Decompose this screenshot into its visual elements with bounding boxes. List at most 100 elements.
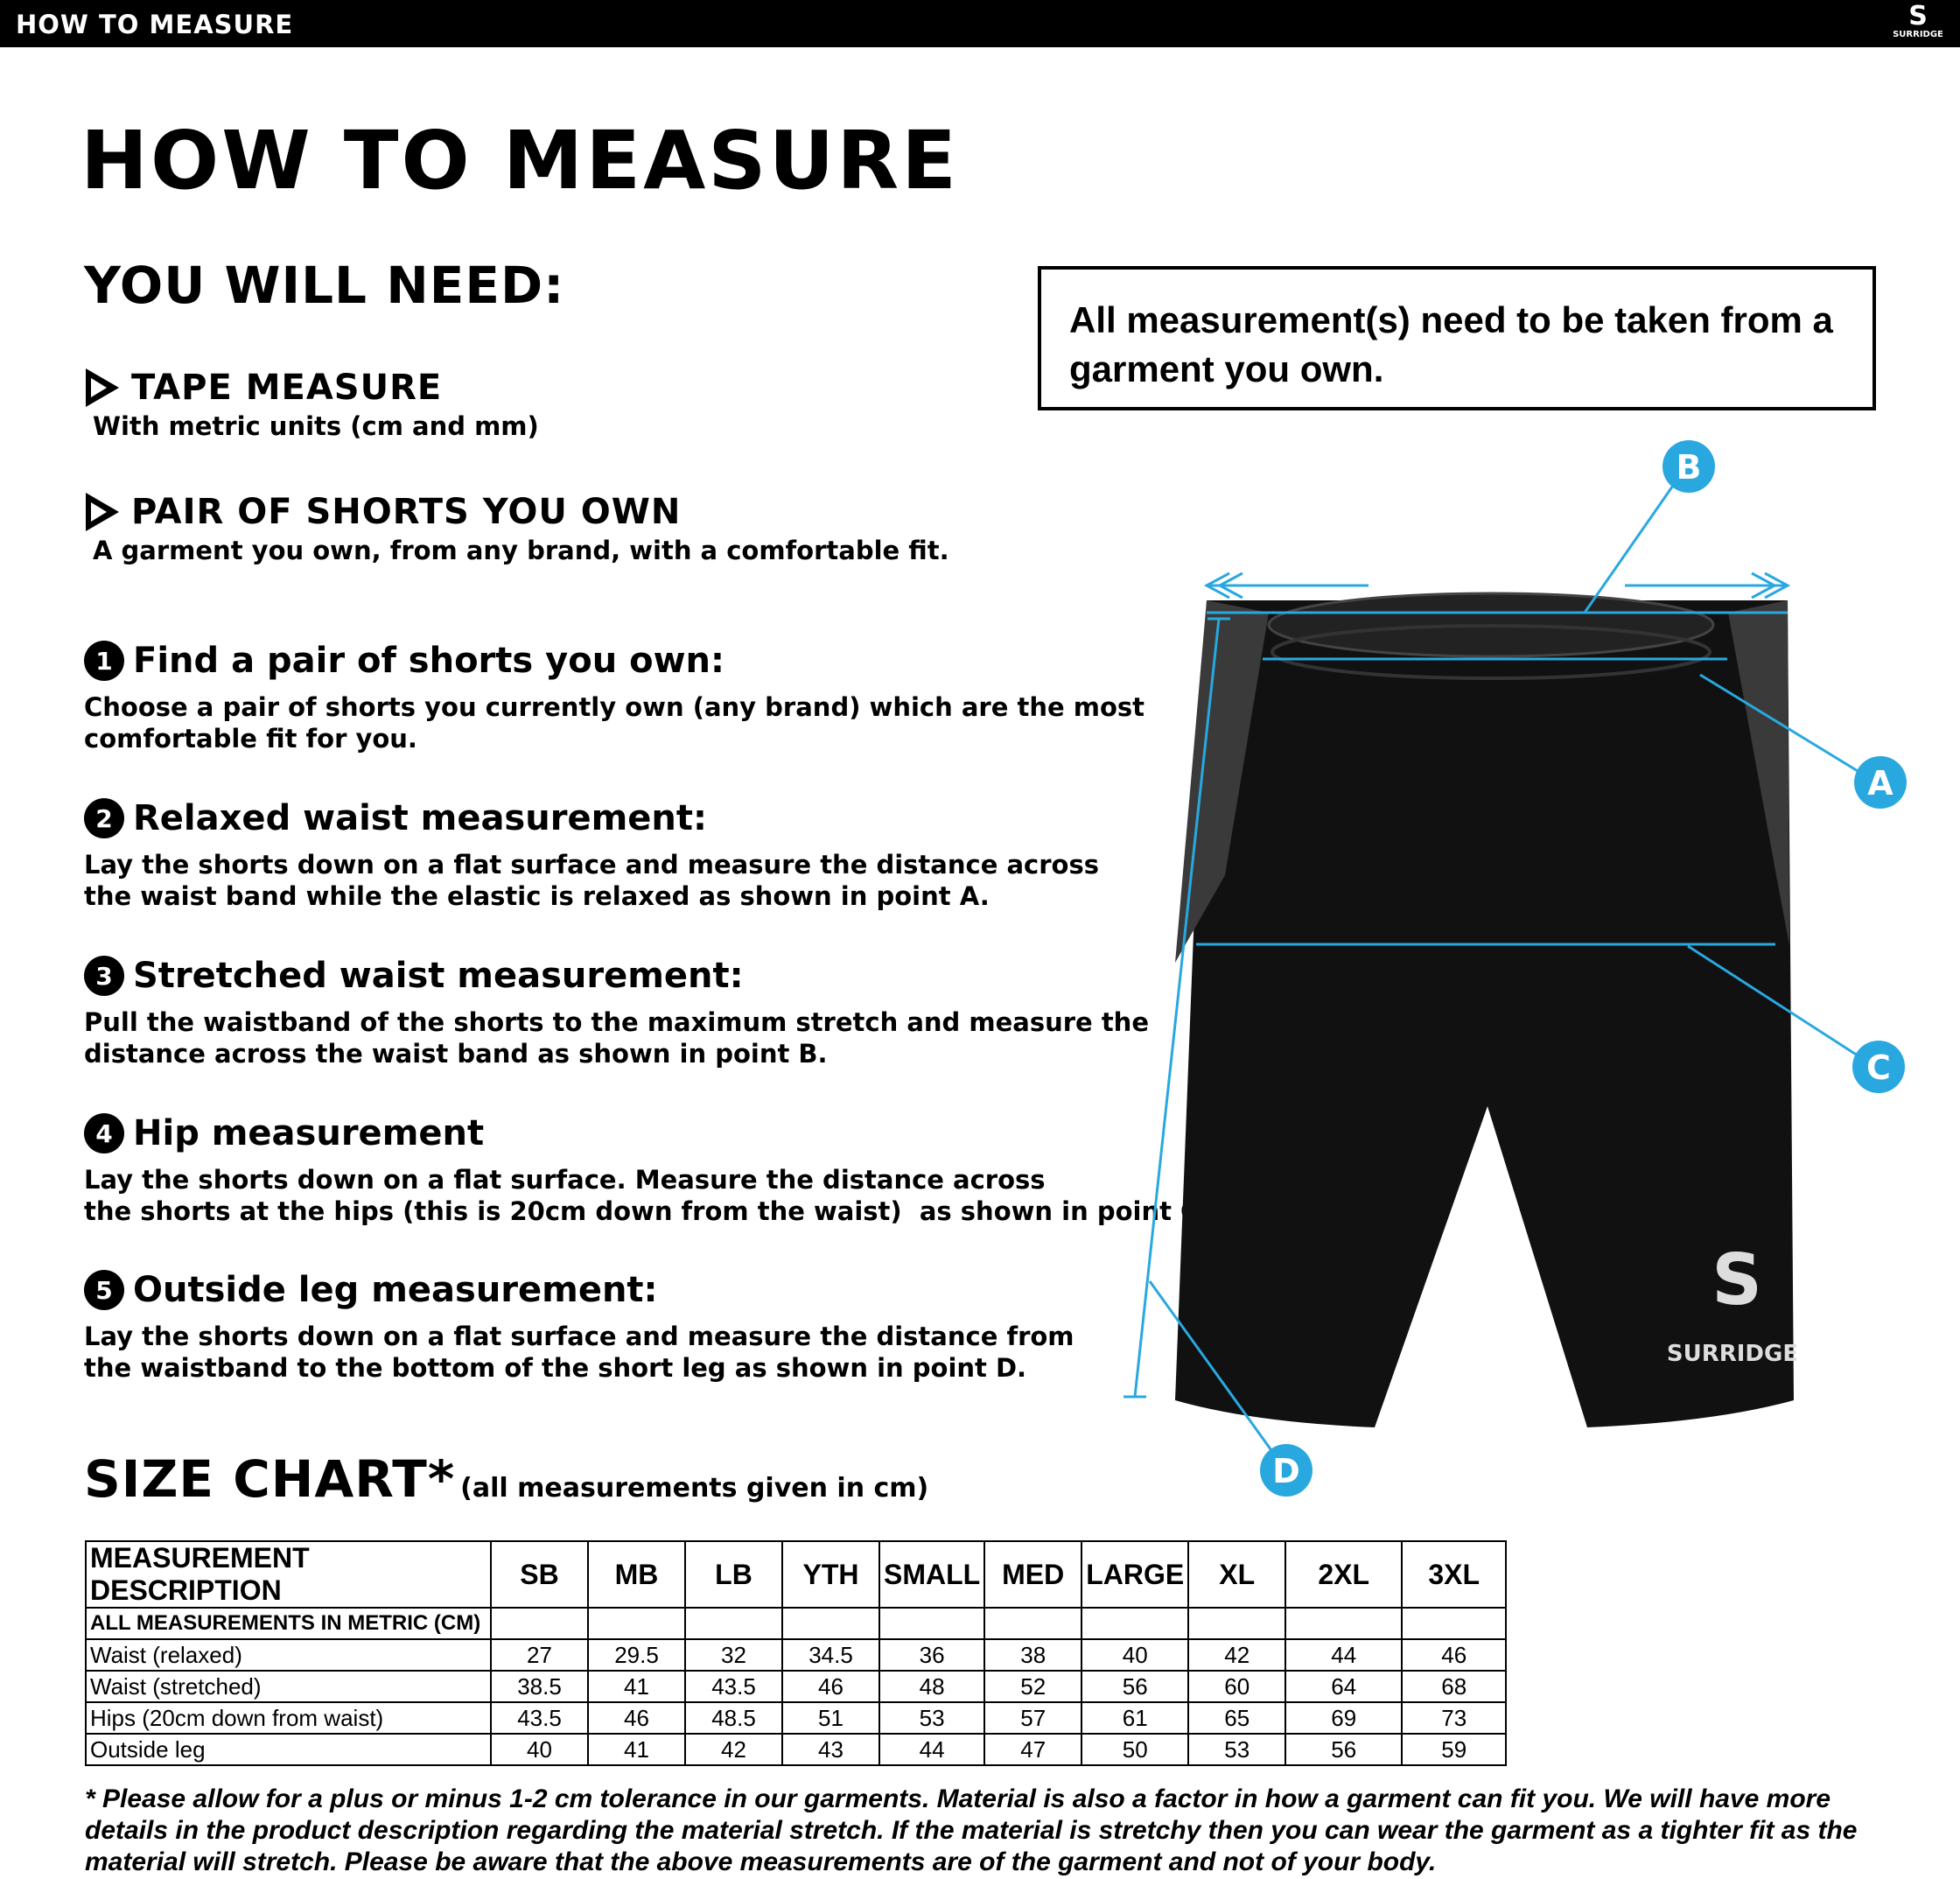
size-value: 56 (1284, 1733, 1404, 1766)
size-value: 41 (587, 1670, 686, 1703)
size-value: 46 (1401, 1638, 1508, 1672)
label-b: B (1676, 448, 1702, 487)
size-value: 36 (878, 1638, 986, 1672)
need-item-title: TAPE MEASURE (131, 368, 443, 408)
empty-cell (1187, 1607, 1287, 1640)
size-value: 64 (1284, 1670, 1404, 1703)
step-5: 5 Outside leg measurement: Lay the shorts… (84, 1270, 1074, 1384)
label-a: A (1867, 764, 1894, 803)
size-value: 40 (490, 1733, 589, 1766)
empty-cell (587, 1607, 686, 1640)
size-value: 40 (1081, 1638, 1190, 1672)
need-item-tape: TAPE MEASURE With metric units (cm and m… (86, 368, 539, 441)
size-value: 53 (878, 1701, 986, 1735)
step-title: Hip measurement (133, 1113, 485, 1153)
size-value: 32 (684, 1638, 783, 1672)
size-value: 53 (1187, 1733, 1287, 1766)
size-chart-note: (all measurements given in cm) (460, 1473, 929, 1504)
size-value: 44 (878, 1733, 986, 1766)
column-header: SB (490, 1540, 589, 1609)
step-text: Lay the shorts down on a flat surface an… (84, 1322, 1074, 1383)
row-label: Outside leg (85, 1733, 492, 1766)
point-labels: A B C D (1260, 440, 1907, 1497)
footnote: * Please allow for a plus or minus 1-2 c… (85, 1784, 1858, 1876)
table-row: Hips (20cm down from waist) 43.5 46 48.5 51 5… (85, 1701, 1508, 1735)
size-chart-title: SIZE CHART* (84, 1449, 456, 1509)
size-value: 56 (1081, 1670, 1190, 1703)
size-value: 48 (878, 1670, 986, 1703)
step-number-icon: 5 (84, 1270, 124, 1310)
step-2: 2 Relaxed waist measurement: Lay the shor… (84, 798, 1099, 912)
empty-cell (1081, 1607, 1190, 1640)
need-item-title: PAIR OF SHORTS YOU OWN (131, 492, 682, 532)
size-value: 50 (1081, 1733, 1190, 1766)
size-value: 42 (1187, 1638, 1287, 1672)
empty-cell (1284, 1607, 1404, 1640)
size-value: 48.5 (684, 1701, 783, 1735)
size-value: 27 (490, 1638, 589, 1672)
column-header: LARGE (1081, 1540, 1190, 1609)
step-text: Choose a pair of shorts you currently ow… (84, 692, 1145, 754)
size-value: 68 (1401, 1670, 1508, 1703)
need-item-desc: With metric units (cm and mm) (93, 411, 539, 441)
size-value: 46 (781, 1670, 880, 1703)
table-row: Waist (relaxed) 27 29.5 32 34.5 36 38 40 42 44 46 (85, 1638, 1508, 1672)
size-value: 46 (587, 1701, 686, 1735)
size-value: 51 (781, 1701, 880, 1735)
size-value: 38.5 (490, 1670, 589, 1703)
size-value: 34.5 (781, 1638, 880, 1672)
empty-cell (781, 1607, 880, 1640)
size-value: 38 (984, 1638, 1083, 1672)
column-header: MB (587, 1540, 686, 1609)
page-title: HOW TO MEASURE (80, 114, 959, 207)
column-header: MEASUREMENT DESCRIPTION (85, 1540, 492, 1609)
step-number-icon: 3 (84, 956, 124, 996)
step-1: 1 Find a pair of shorts you own: Choose a… (84, 641, 1144, 754)
top-bar-title: HOW TO MEASURE (16, 10, 294, 39)
column-header: MED (984, 1540, 1083, 1609)
size-value: 43 (781, 1733, 880, 1766)
step-number-icon: 4 (84, 1113, 124, 1153)
empty-cell (1401, 1607, 1508, 1640)
triangle-bullet-icon (86, 368, 119, 407)
size-value: 43.5 (684, 1670, 783, 1703)
shorts-illustration: S SURRIDGE (1175, 592, 1798, 1427)
line-d (1133, 618, 1221, 1398)
garment-logo: SURRIDGE (1667, 1341, 1798, 1367)
column-header: SMALL (878, 1540, 986, 1609)
need-item-desc: A garment you own, from any brand, with … (93, 536, 949, 565)
notice-box: All measurement(s) need to be taken from… (1038, 266, 1876, 410)
surridge-logo: S SURRIDGE (1893, 1, 1943, 40)
column-header: 2XL (1284, 1540, 1404, 1609)
size-value: 44 (1284, 1638, 1404, 1672)
size-value: 52 (984, 1670, 1083, 1703)
size-value: 41 (587, 1733, 686, 1766)
top-bar: HOW TO MEASURE S SURRIDGE (0, 0, 1960, 47)
svg-text:S: S (1712, 1239, 1762, 1321)
triangle-bullet-icon (86, 493, 119, 531)
empty-cell (878, 1607, 986, 1640)
step-text: Lay the shorts down on a flat surface. M… (84, 1165, 1208, 1226)
step-4: 4 Hip measurement Lay the shorts down on … (84, 1113, 1208, 1227)
step-title: Outside leg measurement: (133, 1270, 658, 1310)
column-header: XL (1187, 1540, 1287, 1609)
subheader-cell: ALL MEASUREMENTS IN METRIC (CM) (85, 1607, 492, 1640)
you-will-need-heading: YOU WILL NEED: (84, 256, 565, 315)
step-title: Stretched waist measurement: (133, 956, 744, 996)
need-item-shorts: PAIR OF SHORTS YOU OWN A garment you own… (86, 492, 949, 565)
table-subheader-row: ALL MEASUREMENTS IN METRIC (CM) (85, 1607, 1508, 1640)
table-row: Waist (stretched) 38.5 41 43.5 46 48 52 56 60 64 6… (85, 1670, 1508, 1703)
step-title: Find a pair of shorts you own: (133, 641, 724, 681)
size-value: 57 (984, 1701, 1083, 1735)
size-value: 59 (1401, 1733, 1508, 1766)
size-value: 29.5 (587, 1638, 686, 1672)
row-label: Waist (stretched) (85, 1670, 492, 1703)
empty-cell (984, 1607, 1083, 1640)
size-value: 61 (1081, 1701, 1190, 1735)
size-value: 69 (1284, 1701, 1404, 1735)
size-value: 47 (984, 1733, 1083, 1766)
size-value: 73 (1401, 1701, 1508, 1735)
empty-cell (684, 1607, 783, 1640)
step-3: 3 Stretched waist measurement: Pull the w… (84, 956, 1149, 1069)
